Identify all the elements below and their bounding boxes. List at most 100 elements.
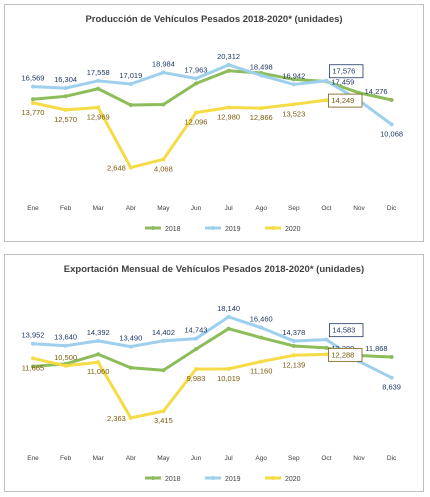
data-label: 17,576 (332, 67, 355, 76)
data-point-2020 (291, 353, 296, 358)
data-point-2020 (31, 356, 35, 361)
legend-marker-2020 (271, 476, 275, 480)
data-point-2019 (31, 84, 35, 89)
data-label: 13,640 (54, 333, 77, 342)
legend-label: 2019 (225, 226, 241, 233)
data-label: 14,392 (87, 328, 110, 337)
data-label: 20,312 (217, 52, 240, 61)
production-line-chart: Ene Feb Mar Abr May Jun Jul Ago Sep Oct Nov Dic 16,5… (22, 52, 404, 233)
legend-marker-2018 (151, 476, 155, 480)
data-label: 9,983 (187, 374, 206, 383)
data-point-2020 (259, 359, 264, 364)
data-point-2020 (324, 98, 329, 103)
data-point-2020 (161, 157, 166, 162)
data-point-2018 (259, 335, 264, 340)
data-label: 10,500 (54, 353, 77, 362)
data-point-2019 (128, 344, 133, 349)
data-point-2020 (31, 100, 35, 105)
data-point-2019 (96, 78, 101, 83)
data-point-2020 (128, 415, 133, 420)
x-tick-label: Ago (255, 455, 267, 462)
data-point-2019 (194, 336, 198, 341)
data-point-2018 (226, 68, 231, 73)
data-point-2020 (96, 360, 101, 365)
data-point-2018 (161, 102, 166, 107)
data-point-2019 (226, 62, 231, 67)
data-point-2018 (63, 94, 68, 99)
x-tick-label: Ene (27, 205, 39, 212)
legend-marker-2020 (271, 226, 275, 230)
x-tick-label: Sep (288, 205, 300, 212)
series-line-2019 (31, 63, 394, 126)
data-point-2019 (31, 341, 35, 346)
data-label: 17,459 (331, 77, 354, 86)
data-point-2018 (324, 345, 329, 350)
data-point-2018 (194, 81, 198, 86)
data-point-2020 (96, 105, 101, 110)
data-point-2018 (291, 343, 296, 348)
x-tick-label: Jul (224, 455, 233, 462)
data-label: 16,942 (282, 71, 305, 80)
data-point-2019 (324, 78, 329, 83)
legend-label: 2018 (165, 476, 181, 483)
data-label: 13,490 (119, 334, 142, 343)
data-label: 12,096 (185, 118, 208, 127)
data-label: 11,665 (22, 363, 44, 372)
legend-marker-2018 (151, 226, 155, 230)
data-point-2020 (128, 165, 133, 170)
data-point-2020 (259, 106, 264, 111)
data-point-2019 (389, 122, 394, 127)
data-point-2019 (291, 338, 296, 343)
data-point-2018 (31, 364, 35, 369)
x-tick-label: Jul (224, 205, 233, 212)
data-point-2019 (324, 337, 329, 342)
data-label-box (328, 323, 364, 338)
x-tick-label: Ene (27, 455, 39, 462)
data-point-2018 (389, 97, 394, 102)
data-label: 17,019 (119, 71, 142, 80)
x-tick-label: Oct (321, 455, 331, 462)
production-chart-panel: Producción de Vehículos Pesados 2018-202… (4, 4, 424, 242)
data-label: 12,288 (331, 350, 354, 359)
data-label: 14,402 (152, 328, 175, 337)
data-label: 2,363 (107, 414, 126, 423)
series-line-2019 (31, 315, 394, 380)
data-point-2018 (96, 86, 101, 91)
data-label: 14,276 (365, 87, 388, 96)
data-point-2018 (128, 103, 133, 108)
data-point-2019 (63, 343, 68, 348)
legend-label: 2020 (285, 476, 301, 483)
data-point-2020 (226, 105, 231, 110)
legend-label: 2018 (165, 226, 181, 233)
legend-marker-2019 (211, 476, 215, 480)
x-tick-label: Nov (353, 205, 365, 212)
data-point-2018 (291, 77, 296, 82)
chart-title: Producción de Vehículos Pesados 2018-202… (85, 14, 343, 25)
data-label: 11,060 (87, 367, 109, 376)
x-tick-label: Ago (255, 205, 267, 212)
data-point-2019 (96, 338, 101, 343)
data-point-2019 (226, 314, 231, 319)
data-label: 14,583 (332, 326, 355, 335)
data-point-2020 (291, 102, 296, 107)
data-point-2019 (389, 375, 394, 380)
data-label: 4,068 (154, 164, 173, 173)
data-label-box (327, 93, 363, 108)
x-tick-label: Dic (387, 205, 397, 212)
data-label: 10,019 (217, 374, 240, 383)
x-tick-label: Dic (387, 455, 397, 462)
data-point-2018 (128, 365, 133, 370)
data-label: 10,068 (380, 129, 403, 138)
x-tick-label: Oct (321, 205, 331, 212)
data-label: 16,569 (22, 74, 45, 83)
data-label: 18,984 (152, 60, 175, 69)
data-label: 14,743 (185, 326, 208, 335)
data-point-2019 (291, 82, 296, 87)
x-tick-label: May (157, 455, 170, 462)
chart-title: Exportación Mensual de Vehículos Pesados… (63, 264, 365, 275)
data-point-2019 (161, 70, 166, 75)
x-tick-label: Feb (60, 455, 72, 462)
x-tick-label: Mar (93, 455, 105, 462)
data-label: 13,952 (22, 331, 45, 340)
data-label: 12,866 (250, 113, 273, 122)
